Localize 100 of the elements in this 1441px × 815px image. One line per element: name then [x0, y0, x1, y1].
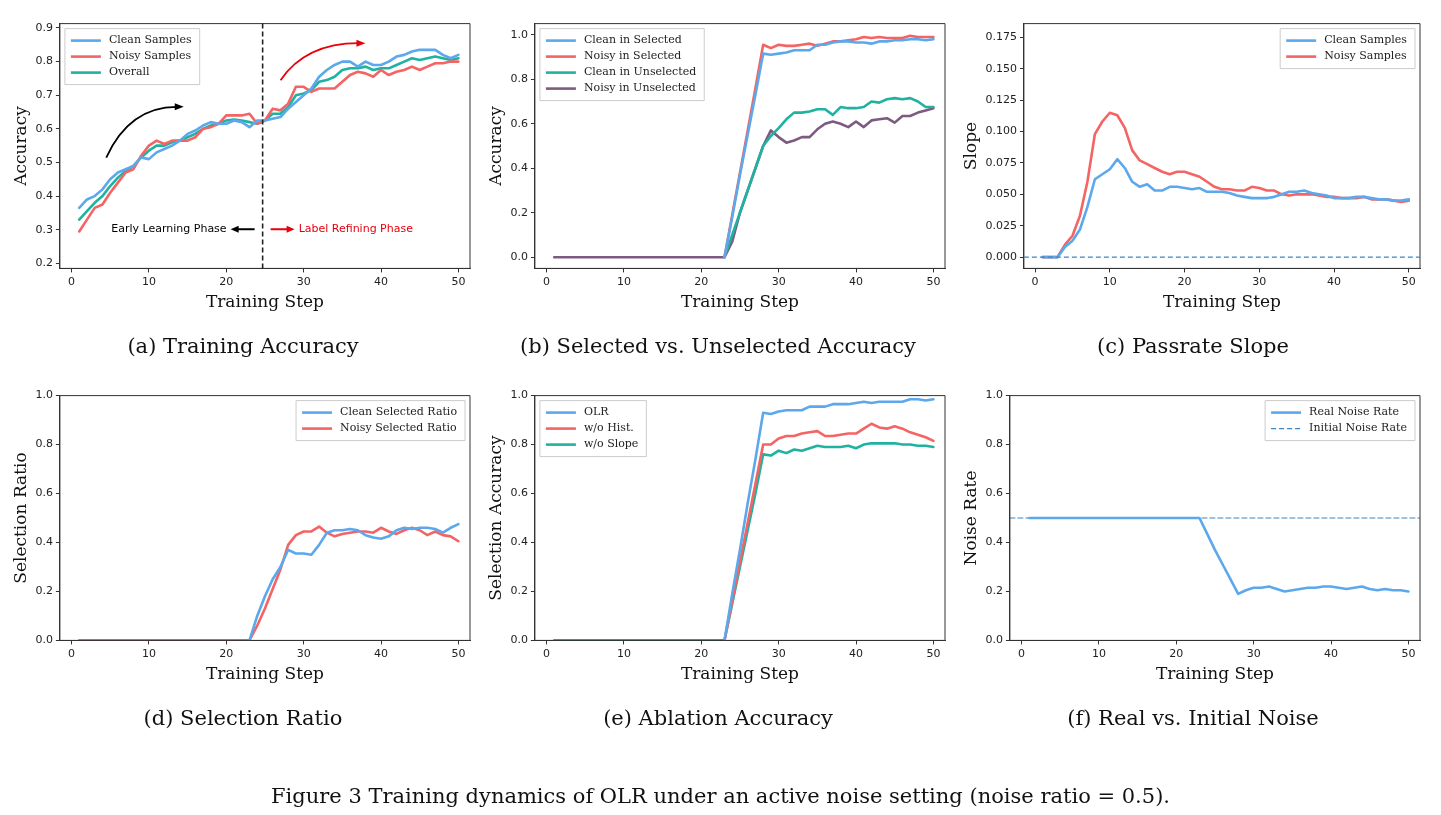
x-tick-label: 10	[616, 646, 631, 660]
x-axis-title: Training Step	[205, 291, 325, 312]
x-tick-label: 50	[926, 274, 941, 288]
legend-label: Clean Samples	[108, 33, 193, 47]
x-tick-label: 30	[296, 646, 311, 660]
legend-label: Noisy in Selected	[583, 49, 682, 63]
x-tick-label: 20	[1177, 274, 1192, 288]
legend-label: Overall	[108, 65, 150, 79]
x-tick-label: 10	[141, 274, 156, 288]
x-tick-label: 40	[1324, 646, 1339, 660]
y-tick-label: 1.0	[985, 388, 1003, 402]
x-tick-label: 0	[543, 646, 550, 660]
x-tick-label: 30	[771, 274, 786, 288]
y-tick-label: 1.0	[510, 388, 528, 402]
y-axis-title: Accuracy	[9, 105, 30, 187]
x-tick-label: 0	[68, 646, 75, 660]
y-tick-label: 0.4	[510, 535, 528, 549]
y-tick-label: 0.100	[985, 124, 1017, 138]
x-tick-label: 50	[1401, 646, 1416, 660]
text: (b) Selected vs. Unselected Accuracy	[519, 334, 917, 358]
y-axis-title: Selection Ratio	[9, 452, 30, 584]
y-axis-title: Selection Accuracy	[484, 434, 505, 601]
x-tick-label: 0	[68, 274, 75, 288]
x-tick-label: 30	[1246, 646, 1261, 660]
x-tick-label: 0	[1018, 646, 1025, 660]
y-tick-label: 0.6	[35, 121, 53, 135]
x-tick-label: 30	[296, 274, 311, 288]
legend-label: Initial Noise Rate	[1309, 421, 1408, 435]
x-tick-label: 30	[1252, 274, 1267, 288]
x-axis-title: Training Step	[1155, 663, 1275, 684]
x-axis-title: Training Step	[1162, 291, 1282, 312]
x-tick-label: 10	[1091, 646, 1106, 660]
y-tick-label: 0.2	[35, 256, 53, 270]
y-tick-label: 0.8	[510, 437, 528, 451]
x-tick-label: 40	[374, 646, 389, 660]
legend-label: w/o Slope	[583, 437, 639, 451]
x-tick-label: 50	[1401, 274, 1416, 288]
legend-label: Noisy Selected Ratio	[340, 421, 457, 435]
y-tick-label: 0.025	[985, 218, 1017, 232]
y-tick-label: 0.2	[985, 584, 1003, 598]
y-tick-label: 0.4	[35, 188, 53, 202]
x-tick-label: 20	[694, 646, 709, 660]
x-axis-title: Training Step	[205, 663, 325, 684]
x-tick-label: 50	[926, 646, 941, 660]
y-tick-label: 0.4	[985, 535, 1003, 549]
legend-label: w/o Hist.	[583, 421, 634, 435]
y-tick-label: 0.8	[35, 437, 53, 451]
legend-label: Noisy Samples	[1324, 49, 1407, 63]
y-tick-label: 0.0	[35, 633, 53, 647]
y-tick-label: 0.6	[35, 486, 53, 500]
legend-label: Noisy Samples	[108, 49, 192, 63]
x-tick-label: 50	[451, 274, 466, 288]
legend-label: Noisy in Unselected	[583, 81, 696, 95]
legend-label: Real Noise Rate	[1309, 405, 1399, 419]
x-tick-label: 10	[616, 274, 631, 288]
legend-label: Clean Selected Ratio	[340, 405, 458, 419]
legend-label: Clean Samples	[1324, 33, 1408, 47]
y-tick-label: 1.0	[35, 388, 53, 402]
y-tick-label: 0.2	[510, 584, 528, 598]
text: (a) Training Accuracy	[126, 334, 360, 358]
y-axis-title: Slope	[959, 121, 980, 171]
annotation: Label Refining Phase	[298, 222, 414, 236]
text: (c) Passrate Slope	[1096, 334, 1290, 358]
x-tick-label: 40	[374, 274, 389, 288]
y-tick-label: 0.4	[35, 535, 53, 549]
y-tick-label: 0.2	[510, 205, 528, 219]
y-tick-label: 0.8	[510, 72, 528, 86]
legend-label: Clean in Unselected	[583, 65, 697, 79]
y-tick-label: 0.6	[510, 486, 528, 500]
y-tick-label: 0.0	[985, 633, 1003, 647]
y-tick-label: 0.125	[985, 93, 1017, 107]
y-tick-label: 0.6	[985, 486, 1003, 500]
y-tick-label: 0.150	[985, 61, 1017, 75]
legend-label: Clean in Selected	[583, 33, 682, 47]
x-tick-label: 40	[849, 646, 864, 660]
y-tick-label: 0.9	[35, 20, 53, 34]
y-tick-label: 0.0	[510, 633, 528, 647]
x-tick-label: 20	[1169, 646, 1184, 660]
y-tick-label: 0.075	[985, 155, 1017, 169]
y-tick-label: 0.3	[35, 222, 53, 236]
x-tick-label: 20	[219, 274, 234, 288]
y-tick-label: 0.175	[985, 30, 1017, 44]
x-tick-label: 20	[694, 274, 709, 288]
x-tick-label: 40	[849, 274, 864, 288]
y-tick-label: 0.000	[985, 249, 1017, 263]
x-axis-title: Training Step	[680, 291, 800, 312]
x-tick-label: 0	[1031, 274, 1039, 288]
text: (d) Selection Ratio	[142, 706, 344, 730]
y-tick-label: 0.2	[35, 584, 53, 598]
x-axis-title: Training Step	[680, 663, 800, 684]
annotation: Early Learning Phase	[111, 222, 227, 236]
y-tick-label: 1.0	[510, 27, 528, 41]
legend-label: OLR	[583, 405, 610, 419]
y-tick-label: 0.4	[510, 161, 528, 175]
text: Figure 3 Training dynamics of OLR under an active noise setting (noise ratio = 0.5).	[270, 784, 1171, 808]
x-tick-label: 20	[219, 646, 234, 660]
x-tick-label: 0	[543, 274, 550, 288]
y-axis-title: Noise Rate	[959, 470, 980, 566]
text: (e) Ablation Accuracy	[602, 706, 834, 730]
y-tick-label: 0.5	[35, 155, 53, 169]
